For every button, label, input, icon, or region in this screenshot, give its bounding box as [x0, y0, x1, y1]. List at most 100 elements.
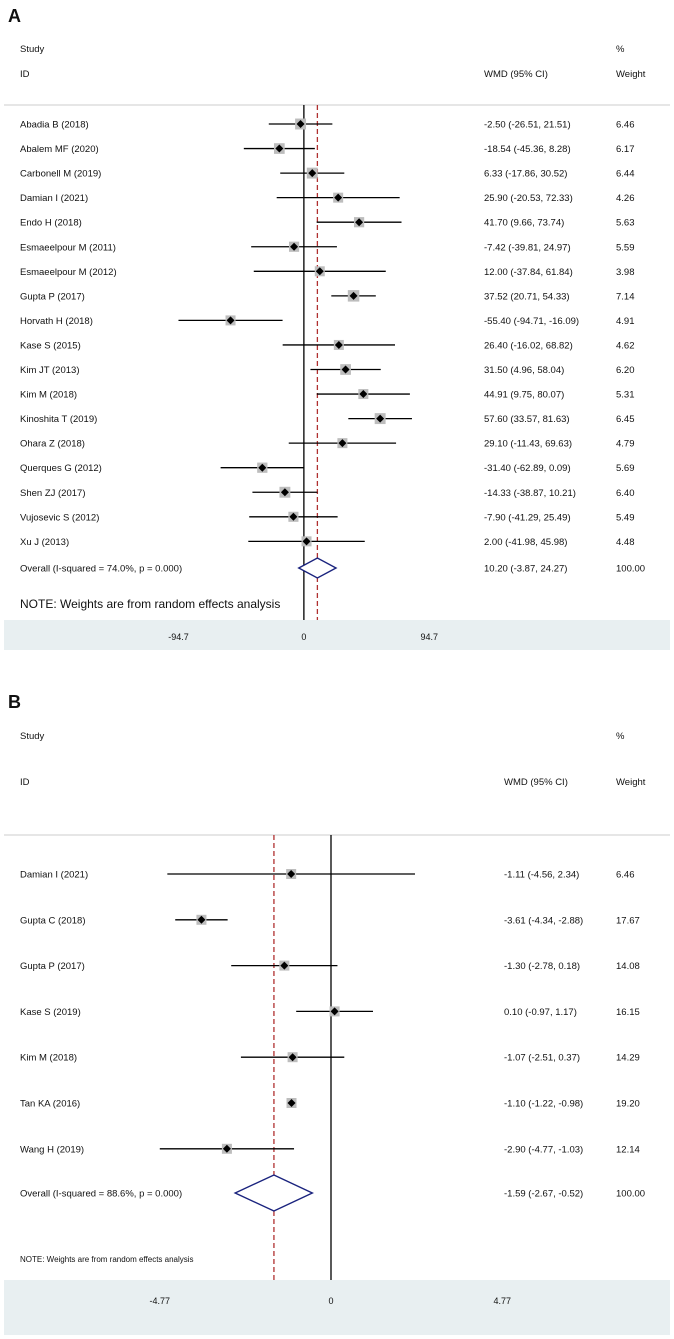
panel-b-row-5-weight: 19.20: [616, 1099, 640, 1110]
panel-b-row-1-weight: 17.67: [616, 915, 640, 926]
panel-b-header-weight: Weight: [616, 777, 646, 788]
panel-a-row-11-study-name: Kim M (2018): [20, 390, 77, 401]
panel-a-tick-label-1: 0: [301, 632, 306, 642]
panel-a-row-14-weight: 5.69: [616, 463, 635, 474]
panel-a-row-15-study-name: Shen ZJ (2017): [20, 488, 85, 499]
panel-a-row-15-point-estimate: [280, 488, 289, 497]
panel-a-row-1-study-name: Abalem MF (2020): [20, 144, 99, 155]
panel-b-letter: B: [8, 692, 21, 712]
panel-a-row-4-point-estimate: [355, 218, 364, 227]
panel-a-row-14-point-estimate: [258, 463, 267, 472]
panel-a-row-12-study-name: Kinoshita T (2019): [20, 414, 97, 425]
panel-a-header-study: Study: [20, 44, 45, 55]
panel-a-row-0-study-name: Abadia B (2018): [20, 120, 89, 131]
panel-a-row-16-weight: 5.49: [616, 512, 635, 523]
panel-a-row-11-point-estimate: [359, 390, 368, 399]
panel-b-row-3-ci-text: 0.10 (-0.97, 1.17): [504, 1007, 577, 1018]
panel-a-row-12-ci-text: 57.60 (33.57, 81.63): [484, 414, 570, 425]
panel-a-row-5-ci-text: -7.42 (-39.81, 24.97): [484, 242, 571, 253]
panel-a-tick-label-0: -94.7: [168, 632, 189, 642]
panel-a-row-6-weight: 3.98: [616, 267, 635, 278]
panel-a-row-10-point-estimate: [341, 365, 350, 374]
panel-a-footer-band: [4, 620, 670, 650]
panel-b-row-6-ci-text: -2.90 (-4.77, -1.03): [504, 1144, 583, 1155]
panel-a-row-5-point-estimate: [290, 242, 299, 251]
panel-b-row-2-weight: 14.08: [616, 961, 640, 972]
panel-b-header-id: ID: [20, 777, 30, 788]
panel-b-row-0-ci-text: -1.11 (-4.56, 2.34): [504, 870, 579, 881]
panel-b-row-5-ci-text: -1.10 (-1.22, -0.98): [504, 1099, 583, 1110]
panel-a-row-13-study-name: Ohara Z (2018): [20, 439, 85, 450]
panel-b-row-2-ci-text: -1.30 (-2.78, 0.18): [504, 961, 580, 972]
panel-b-row-2-study-name: Gupta P (2017): [20, 961, 85, 972]
panel-a-row-0-ci-text: -2.50 (-26.51, 21.51): [484, 120, 571, 131]
panel-b-row-1-point-estimate: [197, 915, 206, 924]
panel-b-overall-weight: 100.00: [616, 1189, 645, 1200]
panel-a-row-8-point-estimate: [226, 316, 235, 325]
panel-a-row-16-ci-text: -7.90 (-41.29, 25.49): [484, 512, 571, 523]
panel-a-overall-ci-text: 10.20 (-3.87, 24.27): [484, 564, 567, 575]
panel-a-header-id: ID: [20, 69, 30, 80]
panel-a-row-9-ci-text: 26.40 (-16.02, 68.82): [484, 340, 573, 351]
panel-a-row-4-study-name: Endo H (2018): [20, 218, 82, 229]
panel-a-row-7-ci-text: 37.52 (20.71, 54.33): [484, 291, 570, 302]
panel-a-row-1-weight: 6.17: [616, 144, 635, 155]
panel-b-row-2-point-estimate: [280, 961, 289, 970]
panel-a-row-13-weight: 4.79: [616, 439, 635, 450]
panel-a-row-8-study-name: Horvath H (2018): [20, 316, 93, 327]
panel-b-overall-label: Overall (I-squared = 88.6%, p = 0.000): [20, 1189, 182, 1200]
panel-a-row-14-ci-text: -31.40 (-62.89, 0.09): [484, 463, 571, 474]
panel-a-row-15-weight: 6.40: [616, 488, 635, 499]
panel-a-overall-label: Overall (I-squared = 74.0%, p = 0.000): [20, 564, 182, 575]
panel-a-row-10-weight: 6.20: [616, 365, 635, 376]
panel-a-row-0-point-estimate: [296, 120, 305, 128]
panel-a-row-12-point-estimate: [376, 414, 385, 423]
panel-a-row-6-ci-text: 12.00 (-37.84, 61.84): [484, 267, 573, 278]
panel-a-row-3-point-estimate: [334, 193, 343, 202]
panel-a-letter: A: [8, 6, 21, 26]
panel-a-row-3-study-name: Damian I (2021): [20, 193, 88, 204]
panel-b-footer-band: [4, 1280, 670, 1335]
panel-b-header-study: Study: [20, 731, 45, 742]
panel-b-tick-label-0: -4.77: [150, 1296, 171, 1306]
panel-a-row-11-ci-text: 44.91 (9.75, 80.07): [484, 390, 564, 401]
panel-a-row-9-study-name: Kase S (2015): [20, 340, 81, 351]
panel-b-row-5-study-name: Tan KA (2016): [20, 1099, 80, 1110]
panel-a-row-13-ci-text: 29.10 (-11.43, 69.63): [484, 439, 572, 450]
panel-a-row-7-study-name: Gupta P (2017): [20, 291, 85, 302]
panel-a-row-5-weight: 5.59: [616, 242, 635, 253]
panel-a-overall-weight: 100.00: [616, 564, 645, 575]
panel-a-row-2-study-name: Carbonell M (2019): [20, 169, 101, 180]
panel-a-row-2-ci-text: 6.33 (-17.86, 30.52): [484, 169, 567, 180]
panel-a-row-6-study-name: Esmaeelpour M (2012): [20, 267, 117, 278]
panel-b-row-5-point-estimate: [287, 1099, 296, 1107]
panel-a-row-2-weight: 6.44: [616, 169, 635, 180]
panel-b-row-0-point-estimate: [287, 870, 296, 878]
panel-a-row-12-weight: 6.45: [616, 414, 635, 425]
panel-a-row-7-weight: 7.14: [616, 291, 635, 302]
panel-a-row-3-ci-text: 25.90 (-20.53, 72.33): [484, 193, 573, 204]
panel-b-row-4-weight: 14.29: [616, 1053, 640, 1064]
panel-a-row-17-weight: 4.48: [616, 537, 635, 548]
panel-b-row-3-point-estimate: [330, 1007, 339, 1016]
panel-b-row-6-point-estimate: [222, 1144, 231, 1153]
panel-a-overall-diamond: [297, 557, 338, 579]
panel-a-header-effect: WMD (95% CI): [484, 69, 548, 80]
panel-a-row-16-point-estimate: [289, 512, 298, 521]
panel-a-row-15-ci-text: -14.33 (-38.87, 10.21): [484, 488, 576, 499]
panel-b-header-effect: WMD (95% CI): [504, 777, 568, 788]
panel-a-row-1-point-estimate: [275, 144, 284, 153]
panel-a-row-7-point-estimate: [349, 291, 358, 300]
panel-b-row-6-weight: 12.14: [616, 1144, 640, 1155]
panel-b-tick-label-2: 4.77: [493, 1296, 511, 1306]
panel-a-row-17-study-name: Xu J (2013): [20, 537, 69, 548]
panel-b-row-4-study-name: Kim M (2018): [20, 1053, 77, 1064]
panel-a-row-5-study-name: Esmaeelpour M (2011): [20, 242, 116, 253]
panel-a-header-pct: %: [616, 44, 625, 55]
panel-a-header-weight: Weight: [616, 69, 646, 80]
panel-a-row-4-weight: 5.63: [616, 218, 635, 229]
panel-b-row-1-ci-text: -3.61 (-4.34, -2.88): [504, 915, 583, 926]
panel-a-note: NOTE: Weights are from random effects an…: [20, 597, 280, 611]
panel-b-row-0-study-name: Damian I (2021): [20, 870, 88, 881]
